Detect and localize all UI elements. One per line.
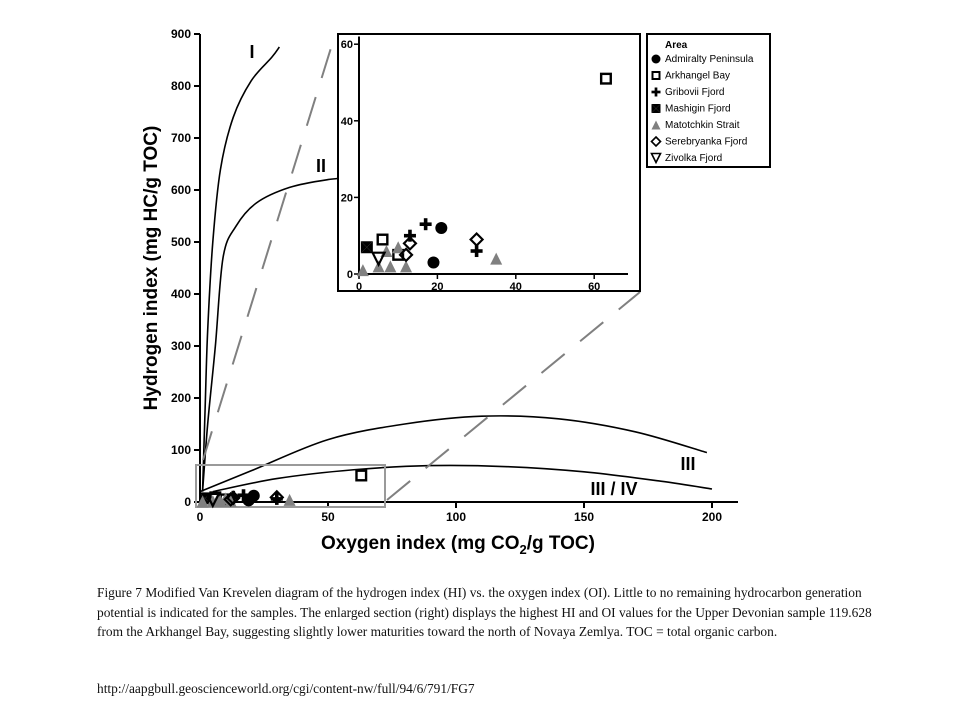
zoom-connector-bottom [386,291,641,501]
x-tick-label: 100 [446,510,466,524]
y-axis-title: Hydrogen index (mg HC/g TOC) [141,126,162,411]
inset-marker-diamond [469,232,485,248]
legend-marker-diamond [650,135,662,148]
inset-marker-triangle-up [392,241,405,254]
source-url[interactable]: http://aapgbull.geoscienceworld.org/cgi/… [97,681,475,696]
inset-marker-plus [470,245,483,258]
y-tick-label: 800 [171,79,191,93]
x-tick-label: 200 [702,510,722,524]
curve-label-4: III / IV [590,479,637,499]
y-tick-label: 0 [184,495,191,509]
legend-label: Admiralty Peninsula [665,54,754,65]
inset-y-tick-label: 40 [341,116,353,128]
inset-x-tick-label: 40 [510,281,522,293]
legend: Area Admiralty Peninsula Arkhangel Bay Grib… [646,33,771,168]
inset-marker-diamond [402,235,418,251]
legend-marker-triangle-up [651,120,661,130]
x-tick-label: 0 [197,510,204,524]
legend-label: Gribovii Fjord [665,87,724,98]
legend-label: Mashigin Fjord [665,104,731,115]
x-tick-label: 150 [574,510,594,524]
legend-marker-bowtie [651,104,661,113]
inset-marker-diamond [398,247,414,263]
inset-marker-bowtie [360,241,373,254]
main-marker-triangle-up [283,493,296,506]
inset-y-tick-label: 0 [347,269,353,281]
inset-y-tick-label: 20 [341,192,353,204]
inset-x-tick-label: 20 [431,281,443,293]
kerogen-curve-2 [201,176,359,492]
kerogen-curve-1 [201,46,281,492]
legend-marker-circle [651,54,661,64]
y-tick-label: 700 [171,131,191,145]
curve-label-1: I [249,42,254,62]
legend-label: Matotchkin Strait [665,120,740,131]
main-marker-diamond [223,491,239,507]
y-tick-label: 200 [171,391,191,405]
inset-x-tick-label: 0 [356,281,362,293]
inset-marker-triangle-up [356,264,369,277]
legend-marker-triangle-down [650,152,662,165]
inset-marker-triangle-down [370,251,387,268]
curve-label-2: II [316,156,326,176]
y-tick-label: 500 [171,235,191,249]
y-tick-label: 400 [171,287,191,301]
main-marker-plus [270,492,283,505]
main-marker-plus [237,489,250,502]
main-marker-triangle-up [196,495,209,508]
legend-label: Serebryanka Fjord [665,137,747,148]
inset-marker-triangle-up [400,260,413,273]
inset-marker-circle [427,256,440,269]
y-tick-label: 100 [171,443,191,457]
inset-marker-plus [403,229,416,242]
inset-marker-square [376,233,389,246]
curve-label-3: III [680,454,695,474]
inset-y-tick-label: 60 [341,39,353,51]
legend-label: Arkhangel Bay [665,71,730,82]
legend-label: Zivolka Fjord [665,153,722,164]
inset-frame [337,33,641,292]
main-marker-diamond [269,489,285,505]
legend-marker-plus [651,87,661,97]
x-axis-title: Oxygen index (mg CO2/g TOC) [321,533,595,557]
kerogen-curve-4 [212,464,713,493]
main-marker-circle [242,494,255,507]
legend-title: Area [665,40,688,51]
y-tick-label: 900 [171,27,191,41]
legend-frame [646,33,771,168]
main-marker-square [355,469,368,482]
inset-marker-triangle-up [384,260,397,273]
inset-marker-circle [435,222,448,235]
legend-marker-square [651,71,661,80]
x-tick-label: 50 [321,510,335,524]
inset-plot: 0 20 40 60 0 20 40 60 [337,33,641,293]
inset-marker-triangle-up [490,252,503,265]
zoom-box [195,464,386,508]
zoom-connector-top [202,34,336,461]
main-marker-triangle-down [205,492,221,509]
inset-marker-plus [419,218,432,231]
inset-marker-square [599,72,612,85]
y-tick-label: 300 [171,339,191,353]
figure-caption: Figure 7 Modified Van Krevelen diagram o… [97,585,872,639]
inset-x-tick-label: 60 [588,281,600,293]
y-tick-label: 600 [171,183,191,197]
